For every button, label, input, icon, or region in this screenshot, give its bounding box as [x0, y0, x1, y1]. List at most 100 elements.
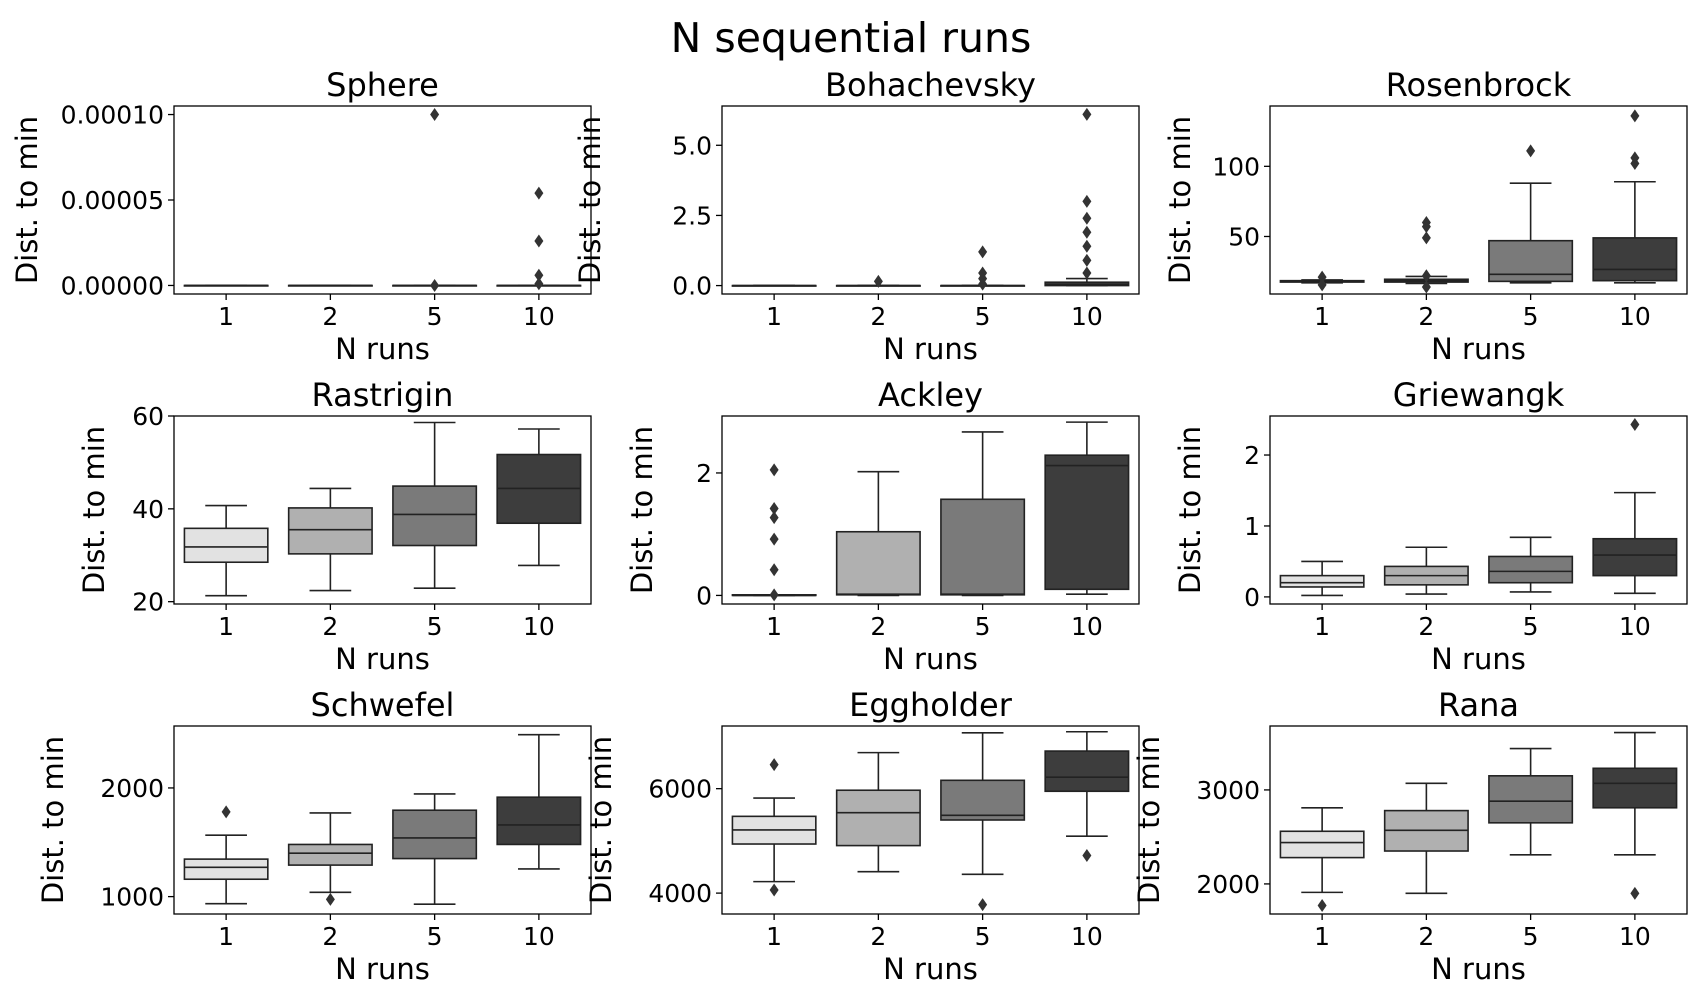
box-2: [1383, 215, 1469, 294]
x-tick-label: 10: [1071, 302, 1103, 331]
subplot-rana: Rana 1 2 5 10 2000 3000 N runs Dist. to min: [1132, 686, 1688, 986]
subplot-title: Rana: [1438, 686, 1519, 724]
outlier-point: [1082, 225, 1092, 239]
box-2: [287, 284, 373, 287]
box-2: [1383, 782, 1469, 895]
subplot-rastrigin: Rastrigin 1 2 5 10 20 40 60 N runs Dist. to min: [77, 376, 592, 676]
box-10: [496, 428, 582, 567]
iqr-box: [1279, 830, 1365, 859]
outlier-point: [1630, 109, 1640, 123]
outlier-point: [978, 245, 988, 259]
y-tick-label: 20: [132, 588, 164, 617]
outlier-point: [1317, 899, 1327, 913]
y-tick-label: 3000: [1196, 776, 1260, 805]
x-tick-label: 1: [766, 612, 782, 641]
x-tick-label: 2: [870, 922, 886, 951]
outlier-point: [534, 268, 544, 282]
x-tick-label: 5: [427, 612, 443, 641]
box-2: [287, 812, 373, 906]
x-tick-label: 1: [1314, 612, 1330, 641]
outlier-point: [769, 758, 779, 772]
y-axis-label: Dist. to min: [1163, 116, 1197, 284]
x-tick-label: 2: [1418, 922, 1434, 951]
subplot-title: Eggholder: [849, 686, 1013, 724]
box-5: [1488, 536, 1574, 593]
iqr-box: [835, 789, 921, 847]
iqr-box: [940, 779, 1026, 821]
box-10: [496, 733, 582, 870]
outlier-point: [325, 892, 335, 906]
axes-frame: [721, 725, 1140, 915]
y-tick-label: 40: [132, 495, 164, 524]
x-tick-label: 5: [975, 612, 991, 641]
subplot-title: Griewangk: [1393, 376, 1565, 414]
x-tick-label: 2: [870, 302, 886, 331]
y-tick-label: 0.00010: [61, 101, 164, 130]
subplot-schwefel: Schwefel 1 2 5 10 1000 2000 N runs Dist. to min: [36, 686, 592, 986]
y-axis-label: Dist. to min: [584, 736, 618, 904]
y-tick-label: 2: [696, 459, 712, 488]
x-tick-label: 10: [1619, 612, 1651, 641]
outlier-point: [1082, 194, 1092, 208]
subplot-bohachevsky: Bohachevsky 1 2 5 10 0.0 2.5 5.0 N runs Dist. to …: [573, 66, 1140, 366]
x-tick-label: 2: [870, 612, 886, 641]
axes-frame: [1269, 725, 1688, 915]
outlier-point: [1630, 157, 1640, 171]
x-tick-label: 1: [1314, 302, 1330, 331]
iqr-box: [940, 498, 1026, 596]
iqr-box: [392, 485, 478, 547]
y-tick-label: 50: [1228, 222, 1260, 251]
x-tick-label: 2: [1418, 302, 1434, 331]
iqr-box: [392, 809, 478, 860]
x-tick-label: 5: [975, 302, 991, 331]
y-axis-label: Dist. to min: [10, 116, 44, 284]
iqr-box: [496, 796, 582, 846]
x-tick-label: 10: [1619, 922, 1651, 951]
outlier-point: [1082, 211, 1092, 225]
box-2: [1383, 546, 1469, 595]
x-tick-label: 10: [1071, 612, 1103, 641]
subplot-title: Rosenbrock: [1386, 66, 1572, 104]
x-tick-label: 1: [218, 612, 234, 641]
outlier-point: [769, 463, 779, 477]
box-10: [1044, 421, 1130, 596]
subplot-title: Sphere: [326, 66, 439, 104]
outlier-point: [978, 277, 988, 291]
subplot-sphere: Sphere 1 2 5 10 0.00000 0.00005 0.00010 N runs Di…: [10, 66, 592, 366]
axes-frame: [721, 415, 1140, 605]
y-tick-label: 2.5: [672, 201, 712, 230]
iqr-box: [1488, 775, 1574, 824]
y-tick-label: 60: [132, 402, 164, 431]
outlier-point: [1082, 107, 1092, 121]
y-tick-label: 2: [1244, 441, 1260, 470]
box-1: [183, 284, 269, 287]
outlier-point: [1421, 280, 1431, 294]
outlier-point: [534, 234, 544, 248]
x-tick-label: 5: [1523, 922, 1539, 951]
box-10: [496, 186, 582, 291]
x-tick-label: 5: [1523, 612, 1539, 641]
box-1: [1279, 560, 1365, 597]
box-1: [1279, 270, 1365, 292]
box-1: [1279, 806, 1365, 913]
box-5: [392, 793, 478, 906]
subplot-title: Schwefel: [311, 686, 455, 724]
y-tick-label: 0: [696, 581, 712, 610]
y-tick-label: 6000: [648, 775, 712, 804]
axes-frame: [721, 105, 1140, 295]
box-10: [1044, 107, 1130, 287]
box-5: [940, 431, 1026, 597]
outlier-point: [1630, 886, 1640, 900]
box-5: [1488, 747, 1574, 856]
y-tick-label: 4000: [648, 879, 712, 908]
iqr-box: [1592, 237, 1678, 282]
outlier-point: [873, 274, 883, 288]
iqr-box: [183, 527, 269, 564]
axes-frame: [1269, 105, 1688, 295]
outlier-point: [430, 278, 440, 292]
box-10: [1044, 730, 1130, 863]
outlier-point: [769, 511, 779, 525]
x-tick-label: 2: [322, 922, 338, 951]
